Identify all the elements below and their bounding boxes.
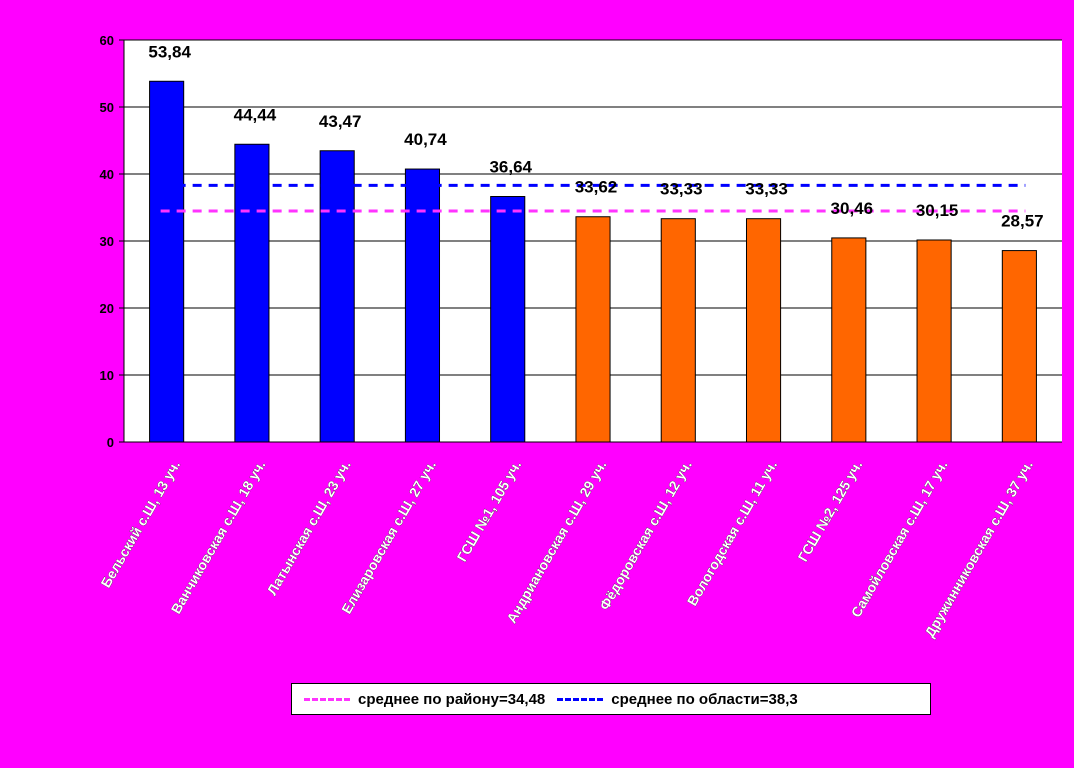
- bar: [745, 218, 782, 443]
- category-label: ГСШ №2, 125 уч.: [795, 458, 866, 565]
- y-tick-label: 30: [100, 234, 114, 249]
- category-label: Бельский с.Ш, 13 уч.: [97, 458, 183, 591]
- category-label: Фёдоровская с.Ш, 12 уч.: [596, 458, 695, 613]
- y-tick-label: 20: [100, 301, 114, 316]
- legend-label-district: среднее по району=34,48: [358, 690, 546, 708]
- y-tick-label: 0: [107, 435, 114, 450]
- data-label: 30,46: [831, 199, 874, 218]
- category-label: Вологодская с.Ш, 11 уч.: [684, 458, 780, 609]
- bar: [1001, 250, 1037, 443]
- legend-swatch-region: [557, 697, 604, 701]
- data-label: 28,57: [1001, 212, 1044, 231]
- category-label: ГСШ №1, 105 уч.: [453, 458, 524, 565]
- category-labels: Бельский с.Ш, 13 уч.Ванчиковская с.Ш, 18…: [97, 457, 1036, 640]
- data-label: 33,33: [660, 180, 703, 199]
- y-tick-label: 40: [100, 167, 114, 182]
- y-tick-label: 50: [100, 100, 114, 115]
- category-label: Андриановская с.Ш, 29 уч.: [503, 458, 609, 626]
- data-labels: 53,84 44,44 43,47 40,74 36,64 33,62 33,33 33,33…: [148, 42, 1043, 230]
- bar: [404, 168, 441, 443]
- bar: [660, 218, 696, 443]
- bar: [149, 80, 185, 443]
- bar: [916, 239, 952, 443]
- data-label: 33,62: [575, 178, 618, 197]
- legend-item-region: среднее по области=38,3: [557, 690, 798, 708]
- bar: [575, 216, 611, 443]
- legend-swatch-district: [304, 697, 350, 701]
- bar: [319, 150, 355, 443]
- legend-item-district: среднее по району=34,48: [304, 691, 545, 708]
- bar: [234, 143, 270, 443]
- data-label: 44,44: [234, 105, 277, 124]
- category-label: Латынская с.Ш, 23 уч.: [264, 458, 354, 598]
- data-label: 33,33: [745, 180, 788, 199]
- category-label: Елизаровская с.Ш, 27 уч.: [338, 458, 439, 617]
- legend-label-region: среднее по области=38,3: [611, 690, 798, 708]
- bar: [490, 196, 526, 443]
- data-label: 36,64: [489, 158, 532, 177]
- y-tick-label: 10: [100, 368, 114, 383]
- reference-lines: [160, 183, 1026, 213]
- bar: [831, 237, 867, 443]
- y-axis-ticks: 0 10 20 30 40 50 60: [100, 33, 124, 450]
- legend: среднее по району=34,48 среднее по облас…: [291, 683, 931, 715]
- y-tick-label: 60: [100, 33, 114, 48]
- category-label: Самойловская с.Ш, 17 уч.: [848, 457, 951, 619]
- data-label: 30,15: [916, 201, 959, 220]
- data-label: 43,47: [319, 112, 362, 131]
- bars: [149, 80, 1037, 443]
- data-label: 53,84: [148, 42, 191, 61]
- category-label: Ванчиковская с.Ш, 18 уч.: [168, 458, 269, 617]
- data-label: 40,74: [404, 130, 447, 149]
